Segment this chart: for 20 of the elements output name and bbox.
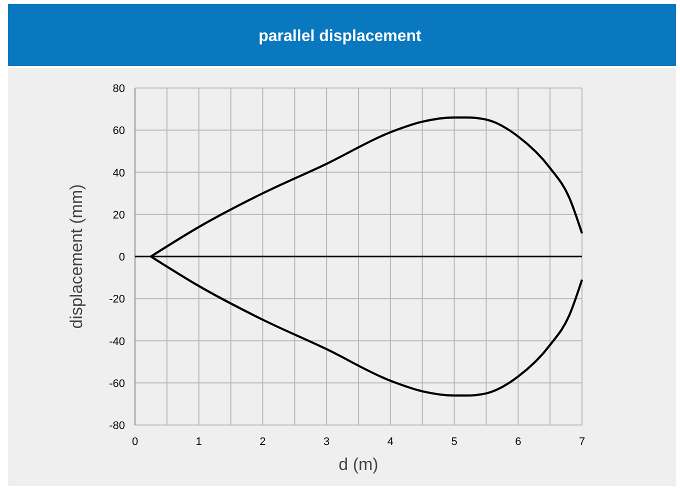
y-tick-label: 80: [112, 83, 125, 95]
x-axis-title: d (m): [338, 455, 378, 474]
y-tick-label: -20: [109, 294, 125, 306]
y-tick-label: 20: [112, 209, 125, 222]
y-tick-label: -60: [109, 378, 125, 390]
x-tick-label: 0: [132, 436, 138, 448]
x-tick-label: 2: [260, 436, 266, 448]
y-tick-label: -80: [109, 420, 125, 432]
x-tick-label: 4: [387, 436, 394, 448]
y-tick-label: 40: [112, 167, 125, 180]
x-tick-label: 7: [578, 436, 586, 448]
y-tick-label: 0: [118, 252, 125, 264]
x-tick-label: 6: [515, 436, 522, 448]
y-axis-title: displacement (mm): [67, 184, 86, 329]
chart-title: parallel displacement: [258, 28, 422, 45]
y-tick-label: 60: [112, 125, 125, 138]
x-tick-label: 3: [324, 436, 330, 448]
x-tick-label: 1: [196, 436, 202, 448]
x-tick-label: 5: [451, 436, 458, 448]
y-tick-label: -40: [109, 336, 125, 348]
